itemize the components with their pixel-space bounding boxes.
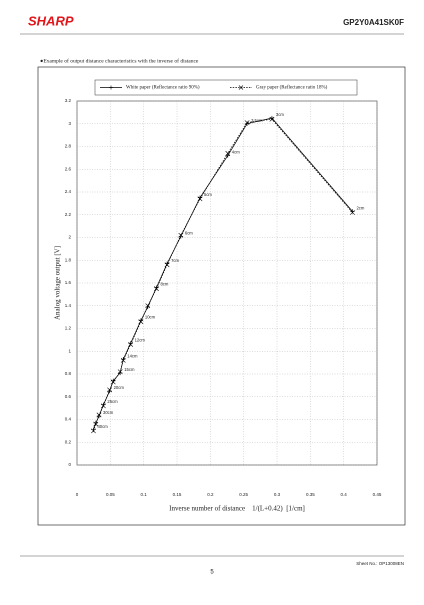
y-tick-label: 2.4	[65, 189, 72, 194]
x-tick-label: 0.25	[239, 492, 248, 497]
point-label: 6cm	[185, 230, 193, 235]
y-axis-label: Analog voltage output [V]	[54, 246, 62, 320]
data-marker	[225, 150, 231, 156]
series-line	[93, 117, 353, 430]
point-label: 25cm	[107, 399, 118, 404]
y-tick-label: 1.6	[65, 280, 72, 285]
data-marker	[100, 403, 106, 409]
x-tick-label: 0.45	[373, 492, 382, 497]
data-marker	[91, 428, 96, 434]
data-marker	[164, 262, 170, 268]
data-marker	[350, 210, 355, 215]
y-tick-label: 1.4	[65, 303, 72, 308]
point-label: 40cm	[97, 424, 108, 429]
x-tick-label: 0.3	[274, 492, 281, 497]
sheet-number: Sheet No.: OP13008EN	[356, 561, 404, 566]
point-label: 30cm	[103, 410, 114, 415]
y-tick-label: 0.2	[65, 439, 72, 444]
y-tick-label: 3	[68, 121, 71, 126]
legend-marker	[109, 85, 113, 90]
part-number: GP2Y0A41SK0F	[343, 18, 404, 27]
point-label: 7cm	[171, 258, 179, 263]
legend-label: White paper (Reflectance ratio 90%)	[126, 86, 200, 91]
y-tick-label: 2	[68, 235, 71, 240]
y-tick-label: 2.8	[65, 144, 72, 149]
x-tick-label: 0.2	[207, 492, 214, 497]
y-tick-label: 1	[68, 348, 71, 353]
data-marker	[117, 369, 123, 375]
y-tick-label: 3.2	[65, 98, 72, 103]
x-axis-label: Inverse number of distance 1/(L+0.42) [1…	[169, 505, 305, 513]
x-tick-label: 0.35	[306, 492, 315, 497]
point-label: 5cm	[204, 192, 212, 197]
caption: ●Example of output distance characterist…	[40, 57, 199, 64]
y-tick-label: 0.6	[65, 394, 72, 399]
y-tick-label: 2.6	[65, 166, 72, 171]
y-tick-label: 2.2	[65, 212, 72, 217]
data-marker	[107, 387, 113, 393]
data-marker	[269, 116, 275, 122]
data-marker	[110, 379, 116, 385]
data-marker	[197, 196, 203, 202]
x-tick-label: 0	[76, 492, 79, 497]
x-tick-label: 0.05	[106, 492, 115, 497]
data-marker	[244, 120, 250, 126]
point-label: 3cm	[276, 112, 284, 117]
data-marker	[138, 319, 144, 325]
data-marker	[120, 357, 126, 363]
data-marker	[128, 342, 134, 347]
y-tick-label: 0	[68, 462, 71, 467]
y-tick-label: 0.8	[65, 371, 72, 376]
y-tick-label: 0.4	[65, 417, 72, 422]
legend-label: Gray paper (Reflectance ratio 18%)	[256, 86, 328, 91]
point-label: 20cm	[114, 385, 125, 390]
data-marker	[96, 412, 102, 418]
data-marker	[178, 232, 184, 238]
data-marker	[145, 303, 151, 309]
x-tick-label: 0.1	[141, 492, 148, 497]
point-label: 10cm	[145, 315, 156, 320]
data-marker	[93, 421, 99, 427]
point-label: 3.5cm	[251, 118, 263, 123]
x-tick-label: 0.4	[341, 492, 348, 497]
point-label: 15cm	[124, 367, 135, 372]
point-label: 14cm	[127, 353, 138, 358]
x-tick-label: 0.15	[173, 492, 182, 497]
legend-box	[94, 79, 358, 96]
legend-marker	[238, 85, 244, 90]
point-label: 8cm	[160, 282, 168, 287]
y-tick-label: 1.8	[65, 257, 72, 262]
chart-frame	[37, 66, 406, 526]
page-number: 5	[210, 570, 214, 576]
logo: SHARP	[28, 13, 74, 28]
data-marker	[154, 286, 159, 292]
point-label: 2cm	[356, 205, 364, 210]
point-label: 12cm	[135, 337, 146, 342]
y-tick-label: 1.2	[65, 326, 72, 331]
point-label: 4cm	[232, 150, 240, 155]
